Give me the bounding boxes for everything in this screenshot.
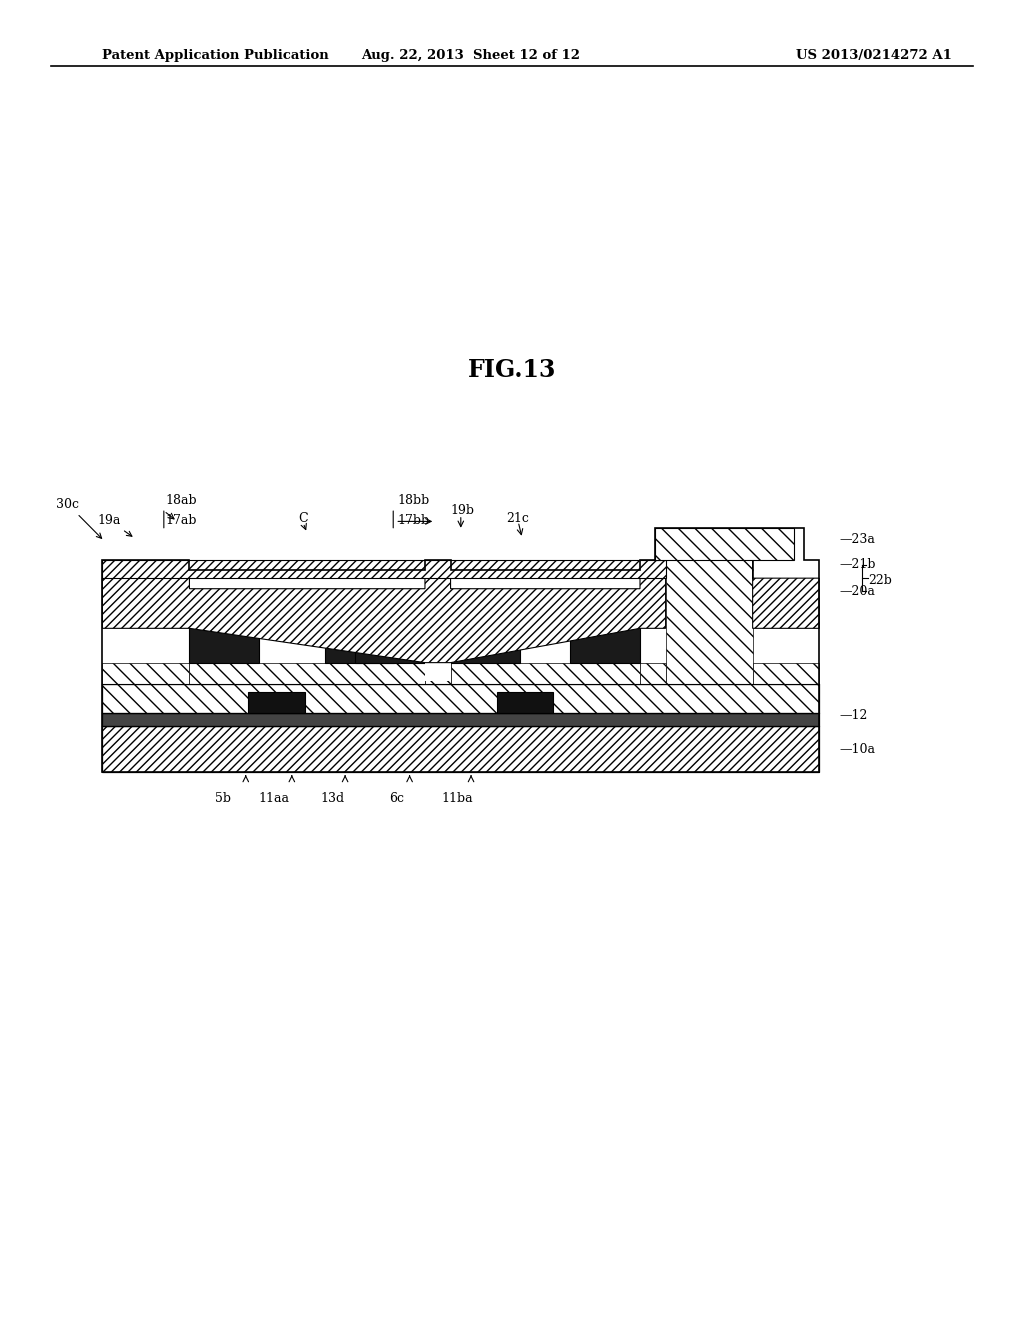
- Bar: [753, 578, 819, 628]
- Bar: [451, 589, 640, 628]
- Text: —10a: —10a: [840, 743, 876, 756]
- Bar: [102, 663, 189, 684]
- Text: Patent Application Publication: Patent Application Publication: [102, 49, 329, 62]
- Bar: [189, 628, 259, 663]
- Text: 22b: 22b: [868, 574, 892, 587]
- Text: 30c: 30c: [56, 498, 101, 539]
- Bar: [451, 663, 640, 684]
- Bar: [249, 693, 305, 713]
- Text: 5b: 5b: [215, 792, 231, 805]
- Bar: [102, 726, 819, 772]
- Bar: [102, 713, 819, 726]
- Text: FIG.13: FIG.13: [468, 358, 556, 381]
- Text: 6c: 6c: [389, 792, 403, 805]
- Text: 11aa: 11aa: [259, 792, 290, 805]
- Text: —12: —12: [840, 709, 868, 722]
- Bar: [102, 684, 819, 713]
- Text: 11ba: 11ba: [442, 792, 473, 805]
- Bar: [753, 663, 819, 684]
- Text: 17ab: 17ab: [166, 513, 198, 527]
- Bar: [655, 528, 794, 560]
- Text: —21b: —21b: [840, 558, 877, 572]
- Bar: [102, 578, 189, 628]
- Bar: [640, 663, 666, 684]
- Bar: [497, 693, 553, 713]
- Text: C: C: [298, 512, 308, 525]
- Bar: [355, 628, 520, 663]
- Bar: [425, 578, 451, 681]
- Text: US 2013/0214272 A1: US 2013/0214272 A1: [797, 49, 952, 62]
- Text: —23a: —23a: [840, 533, 876, 546]
- Bar: [189, 663, 425, 684]
- Bar: [189, 589, 425, 628]
- Bar: [102, 560, 666, 578]
- Bar: [666, 541, 753, 554]
- Text: 13d: 13d: [321, 792, 345, 805]
- Bar: [640, 578, 666, 628]
- Text: 17bb: 17bb: [397, 513, 429, 527]
- Polygon shape: [102, 541, 819, 663]
- Bar: [325, 628, 394, 663]
- Bar: [666, 541, 753, 684]
- Text: —20a: —20a: [840, 585, 876, 598]
- Bar: [425, 663, 451, 684]
- Bar: [570, 628, 640, 663]
- Text: 18ab: 18ab: [166, 494, 198, 507]
- Text: 21c: 21c: [506, 512, 528, 525]
- Text: Aug. 22, 2013  Sheet 12 of 12: Aug. 22, 2013 Sheet 12 of 12: [361, 49, 581, 62]
- Text: 19a: 19a: [97, 513, 132, 536]
- Text: 19b: 19b: [451, 504, 474, 517]
- Text: 18bb: 18bb: [397, 494, 429, 507]
